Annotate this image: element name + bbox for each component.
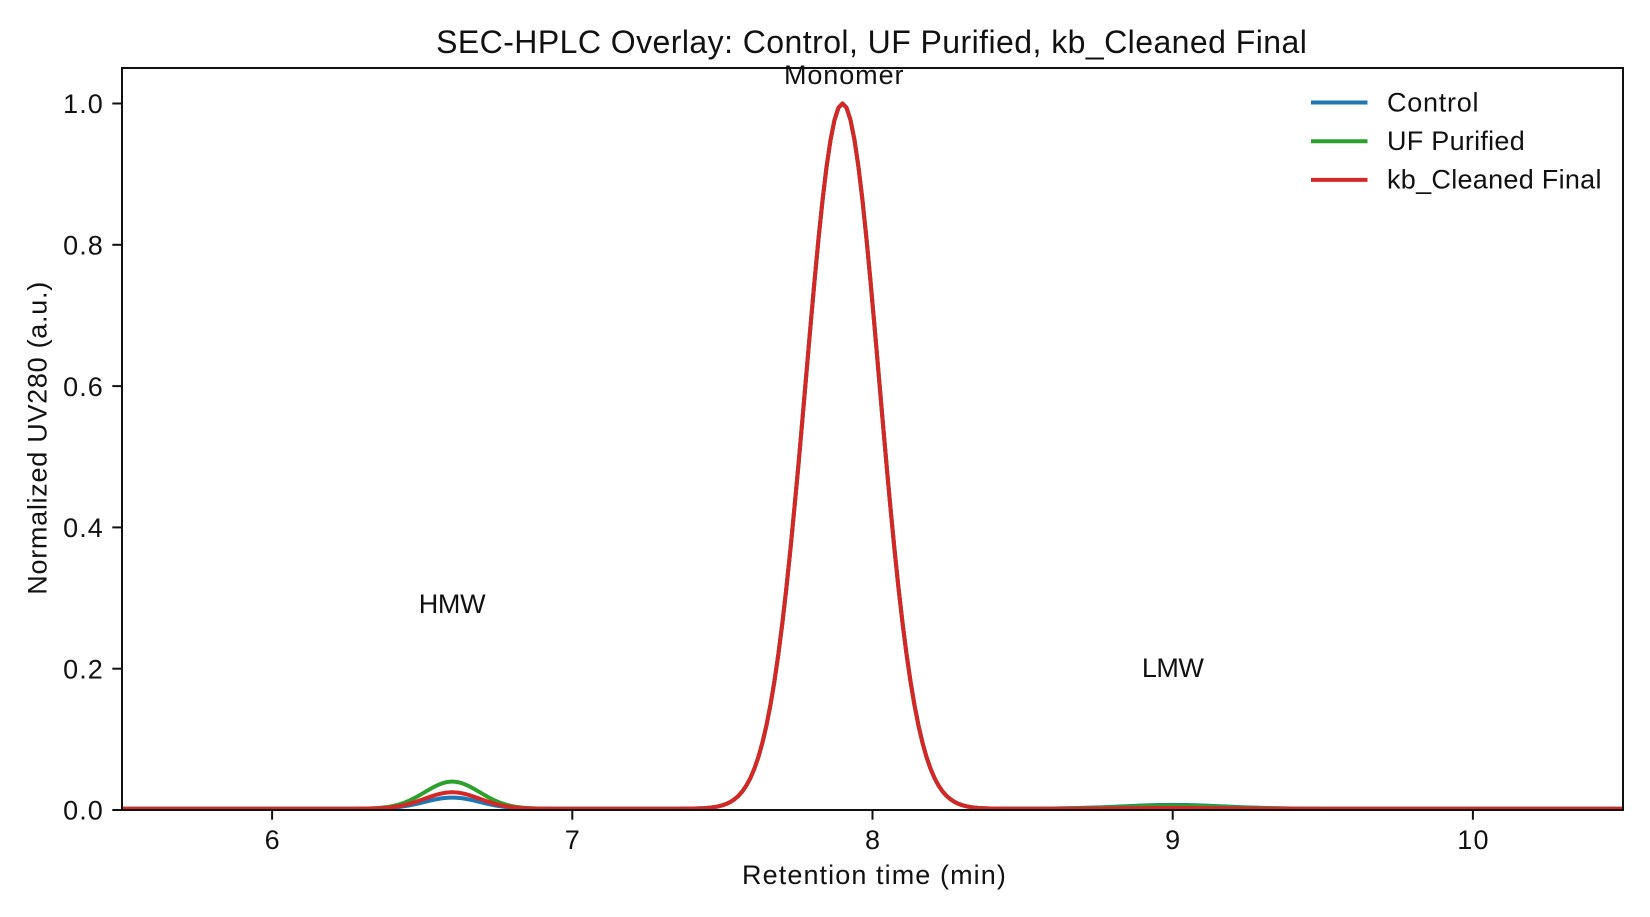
svg-text:UF Purified: UF Purified (1387, 126, 1525, 156)
svg-text:1.0: 1.0 (63, 89, 104, 119)
svg-text:Normalized UV280 (a.u.): Normalized UV280 (a.u.) (23, 281, 53, 595)
svg-text:0.2: 0.2 (63, 654, 104, 684)
svg-text:Retention time (min): Retention time (min) (742, 860, 1007, 890)
svg-text:7: 7 (565, 825, 580, 855)
svg-text:LMW: LMW (1142, 653, 1205, 683)
svg-text:0.8: 0.8 (63, 231, 104, 261)
svg-text:9: 9 (1165, 825, 1180, 855)
svg-text:10: 10 (1457, 825, 1490, 855)
svg-text:0.0: 0.0 (63, 796, 104, 826)
svg-text:HMW: HMW (419, 589, 486, 619)
svg-text:0.6: 0.6 (63, 372, 104, 402)
svg-text:6: 6 (265, 825, 280, 855)
svg-text:0.4: 0.4 (63, 513, 104, 543)
svg-text:Monomer: Monomer (784, 60, 904, 90)
svg-text:Control: Control (1387, 87, 1479, 117)
svg-text:SEC-HPLC Overlay: Control, UF: SEC-HPLC Overlay: Control, UF Purified, … (436, 24, 1307, 60)
svg-text:8: 8 (865, 825, 880, 855)
svg-text:kb_Cleaned Final: kb_Cleaned Final (1387, 165, 1602, 195)
